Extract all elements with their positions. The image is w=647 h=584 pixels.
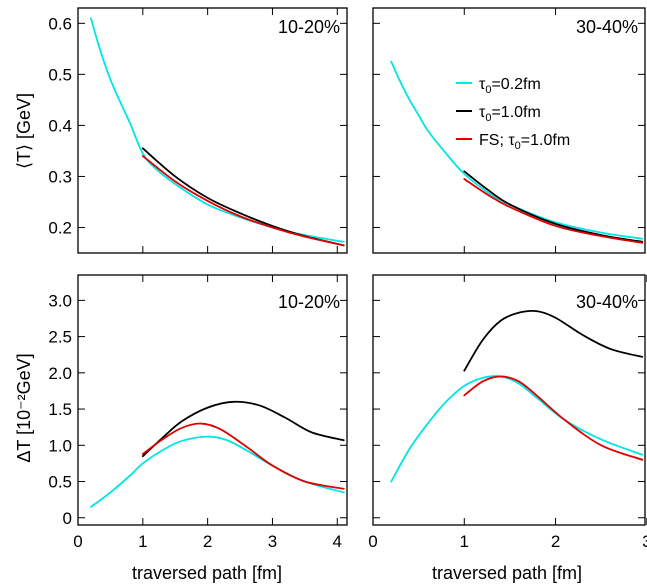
x-tick-label-bottom-left: 0 [73,532,82,551]
legend-label-tau10: τ0=1.0fm [479,104,541,124]
panel-top-right [372,7,646,254]
y-tick-label-bottom-left: 3.0 [48,291,72,310]
series-line-fs-top-right [463,178,644,244]
plot-frame-top-right [372,7,646,254]
x-tick-label-bottom-right: 2 [551,532,560,551]
x-tick-label-bottom-left: 2 [203,532,212,551]
series-line-fs-bottom-left [141,422,345,490]
y-tick-label-top-left: 0.5 [48,65,72,84]
centrality-label-top-left: 10-20% [278,17,340,37]
panel-top-left: 0.2 0.3 0.4 0.5 0.6 [48,7,348,254]
plot-frame-bottom-right [372,274,646,526]
centrality-label-top-right: 30-40% [576,17,638,37]
series-line-tau02-bottom-right [390,375,644,483]
y-tick-label-top-left: 0.3 [48,167,72,186]
series-line-fs-bottom-right [463,375,644,461]
x-tick-label-bottom-right: 0 [368,532,377,551]
legend-label-fs: FS; τ0=1.0fm [479,132,570,152]
series-line-tau10-bottom-left [141,400,345,458]
series-line-tau10-top-left [141,147,345,247]
series-line-tau02-top-right [390,60,644,240]
legend-label-tau02: τ0=0.2fm [479,76,541,96]
x-tick-label-bottom-right: 1 [460,532,469,551]
y-axis-title-top: ⟨T⟩ [GeV] [14,93,34,169]
y-tick-label-top-left: 0.6 [48,14,72,33]
y-axis-title-bottom: ΔT [10⁻²GeV] [14,353,34,462]
x-axis-title-left: traversed path [fm] [132,563,282,583]
x-tick-label-bottom-left: 3 [268,532,277,551]
plot-frame-top-left [77,7,348,254]
y-tick-label-bottom-left: 1.0 [48,436,72,455]
centrality-label-bottom-right: 30-40% [576,292,638,312]
legend: τ0=0.2fm τ0=1.0fm FS; τ0=1.0fm [456,76,570,152]
series-line-tau02-bottom-left [90,435,345,508]
x-tick-label-bottom-left: 4 [333,532,342,551]
y-tick-label-bottom-left: 1.5 [48,400,72,419]
y-tick-label-bottom-left: 2.5 [48,328,72,347]
y-tick-label-bottom-left: 0 [63,509,72,528]
y-tick-label-bottom-left: 2.0 [48,364,72,383]
series-line-tau10-top-right [463,170,644,243]
series-line-tau10-bottom-right [463,309,644,372]
series-line-fs-top-left [141,155,345,247]
panel-bottom-left: 0 1 2 3 4 0 0.5 1.0 1.5 2.0 2.5 3.0 [48,274,348,551]
x-tick-label-bottom-right: 3 [642,532,647,551]
x-axis-title-right: traversed path [fm] [432,563,582,583]
series-line-tau02-top-left [90,17,345,243]
y-tick-label-top-left: 0.2 [48,218,72,237]
y-tick-label-top-left: 0.4 [48,116,72,135]
panel-bottom-right: 0 1 2 3 [368,274,647,551]
plot-frame-bottom-left [77,274,348,526]
centrality-label-bottom-left: 10-20% [278,292,340,312]
x-tick-label-bottom-left: 1 [138,532,147,551]
y-tick-label-bottom-left: 0.5 [48,473,72,492]
